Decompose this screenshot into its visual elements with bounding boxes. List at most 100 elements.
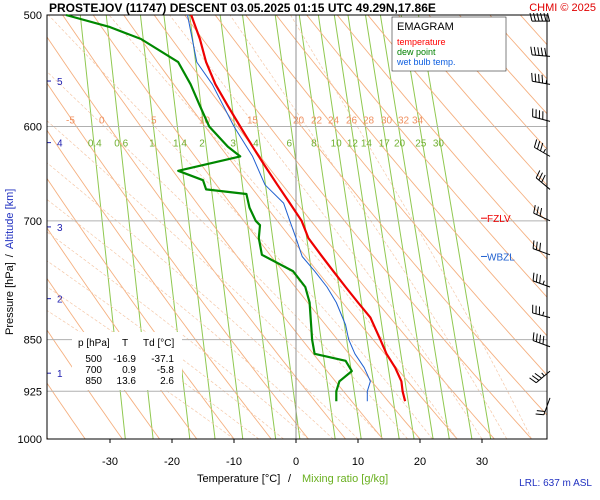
moist-adiabat-line <box>47 199 334 439</box>
table-cell: -16.9 <box>113 354 136 365</box>
table-cell: 500 <box>85 354 102 365</box>
dry-adiabat-line <box>47 177 235 439</box>
wind-barb <box>532 108 551 122</box>
wind-barb <box>532 272 551 288</box>
wind-barb-feather <box>529 12 533 22</box>
x-axis-label: Temperature [°C] <box>197 473 280 485</box>
moist-adiabat-line <box>47 162 359 439</box>
moist-adiabat-line <box>229 15 508 439</box>
dewpoint-profile <box>65 13 353 402</box>
dry-adiabat-label: 28 <box>363 116 375 127</box>
sounding-table: p [hPa] T Td [°C] 500 -16.9 -37.1 700 0.9 -5.8 85… <box>72 332 182 390</box>
wind-barb-feather <box>535 273 538 283</box>
mixing-ratio-label: 6 <box>287 139 293 150</box>
temperature-tick-label: -10 <box>226 456 242 468</box>
mixing-ratio-label: 1.4 <box>173 139 187 150</box>
legend-item: temperature <box>397 37 446 47</box>
mixing-ratio-label: 1 <box>149 139 155 150</box>
chart-title: PROSTEJOV (11747) DESCENT 03.05.2025 01:… <box>49 1 436 15</box>
moist-adiabat-line <box>47 260 284 439</box>
wind-barb-half-feather <box>543 148 546 153</box>
mixing-ratio-label: 0.6 <box>114 139 128 150</box>
temperature-tick-label: -30 <box>102 456 118 468</box>
wind-barb <box>529 12 550 22</box>
table-cell: -37.1 <box>151 354 174 365</box>
wind-barb-feather <box>536 141 541 150</box>
dry-adiabat-line <box>214 15 547 416</box>
altitude-tick-label: 1 <box>57 369 63 380</box>
dry-adiabat-label: 20 <box>293 116 305 127</box>
mixing-axis-label: Mixing ratio [g/kg] <box>302 473 388 485</box>
wind-barb-feather <box>536 410 546 413</box>
mixing-ratio-line <box>189 15 244 439</box>
pressure-tick-label: 500 <box>24 10 42 22</box>
table-cell: 2.6 <box>160 376 174 387</box>
mixing-ratio-line <box>417 15 492 439</box>
moist-adiabat-line <box>48 15 433 439</box>
legend-title: EMAGRAM <box>397 21 454 33</box>
wind-barb-feather <box>539 334 542 344</box>
wind-barb-feather <box>539 142 544 152</box>
moist-adiabat-line <box>47 231 309 439</box>
dry-adiabat-line <box>47 129 272 439</box>
dry-adiabat-label: 10 <box>199 116 211 127</box>
dry-adiabat-line <box>551 15 600 439</box>
moist-adiabat-line <box>108 15 458 439</box>
temperature-tick-label: 0 <box>293 456 299 468</box>
mixing-ratio-label: 14 <box>361 139 373 150</box>
dry-adiabat-line <box>428 15 547 150</box>
wind-barb-feather <box>542 335 545 345</box>
wind-barb-feather <box>544 47 547 57</box>
dry-adiabat-line <box>581 15 600 439</box>
wind-barb-feather <box>533 46 537 56</box>
mixing-ratio-label: 4 <box>253 139 259 150</box>
wind-barb-half-feather <box>541 372 545 377</box>
wind-barb-feather <box>533 139 538 148</box>
dry-adiabat-label: 22 <box>311 116 323 127</box>
wind-barb <box>531 72 551 85</box>
mixing-ratio-label: 20 <box>394 139 406 150</box>
dry-adiabat-line <box>397 15 547 186</box>
mixing-ratio-line <box>347 15 415 439</box>
y-axis-label: Pressure [hPa] / Altitude [km] <box>4 189 16 335</box>
dry-adiabat-line <box>153 15 495 439</box>
table-header: p [hPa] <box>78 338 110 349</box>
wind-barb-feather <box>541 74 544 84</box>
legend-item: wet bulb temp. <box>396 57 456 67</box>
dry-adiabat-line <box>184 15 532 439</box>
mixing-ratio-line <box>400 15 473 439</box>
mixing-ratio-label: 0.4 <box>88 139 102 150</box>
mixing-ratio-label: 2 <box>199 139 205 150</box>
wind-barb-staff <box>534 146 551 157</box>
mixing-ratio-label: 10 <box>331 139 343 150</box>
dry-adiabat-line <box>245 15 547 376</box>
table-cell: 850 <box>85 376 102 387</box>
wind-barb-feather <box>536 12 540 22</box>
table-cell: 700 <box>85 365 102 376</box>
wetbulb-profile <box>187 14 371 402</box>
x-axis-separator: / <box>288 473 292 485</box>
wind-barb-feather <box>543 12 547 22</box>
wind-barb <box>533 205 551 222</box>
altitude-tick-label: 2 <box>57 295 63 306</box>
dry-adiabat-label: 30 <box>381 116 393 127</box>
wind-barb-feather <box>531 375 540 381</box>
dry-adiabat-label: 0 <box>99 116 105 127</box>
y-axis-pressure: Pressure [hPa] <box>4 262 16 335</box>
mixing-ratio-line <box>163 15 216 439</box>
dry-adiabat-line <box>275 15 547 337</box>
wind-barb-feather <box>532 272 535 281</box>
wind-barb-feather <box>540 47 544 56</box>
moist-adiabat-line <box>47 71 408 439</box>
mixing-ratio-label: 12 <box>347 139 359 150</box>
wind-barb-feather <box>538 172 543 181</box>
temperature-tick-label: 10 <box>352 456 364 468</box>
pressure-tick-label: 925 <box>24 386 42 398</box>
mixing-ratio-label: 30 <box>433 139 445 150</box>
altitude-tick-label: 4 <box>57 139 63 150</box>
dewpoint-profile-line <box>65 13 353 402</box>
pressure-tick-label: 600 <box>24 122 42 134</box>
wetbulb-profile-line <box>187 14 371 402</box>
